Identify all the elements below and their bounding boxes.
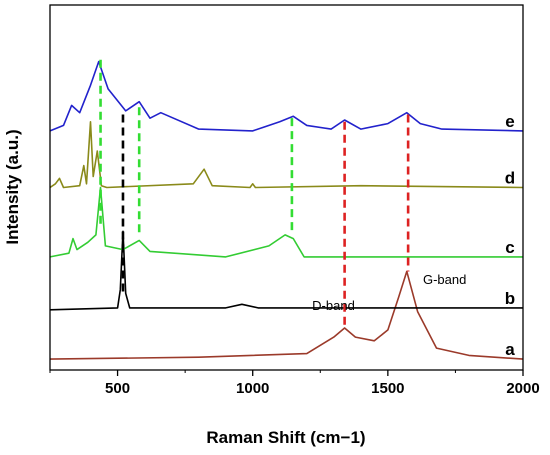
series-line-a — [49, 270, 524, 360]
x-tick-label-1500: 1500 — [371, 380, 404, 397]
series-layer — [49, 60, 524, 360]
axis-layer: Raman Shift (cm−1) Intensity (a.u.) 500 1… — [3, 4, 540, 447]
series-label-e: e — [505, 112, 514, 131]
series-line-e — [49, 60, 524, 132]
peak-marker-layer — [99, 59, 410, 329]
series-label-a: a — [505, 340, 515, 359]
g-band-annotation: G-band — [423, 272, 466, 287]
x-axis-title: Raman Shift (cm−1) — [206, 428, 365, 447]
series-label-c: c — [505, 238, 514, 257]
x-tick-label-2000: 2000 — [506, 380, 539, 397]
series-label-d: d — [505, 169, 515, 188]
series-line-b — [49, 230, 523, 311]
series-label-b: b — [505, 289, 515, 308]
plot-frame — [49, 4, 524, 371]
label-layer: a b c d e D-band G-band — [312, 112, 515, 359]
d-band-annotation: D-band — [312, 298, 355, 313]
series-line-d — [49, 121, 524, 189]
x-tick-label-500: 500 — [105, 380, 130, 397]
series-line-c — [49, 186, 523, 258]
x-tick-label-1000: 1000 — [236, 380, 269, 397]
y-axis-title: Intensity (a.u.) — [3, 129, 22, 244]
